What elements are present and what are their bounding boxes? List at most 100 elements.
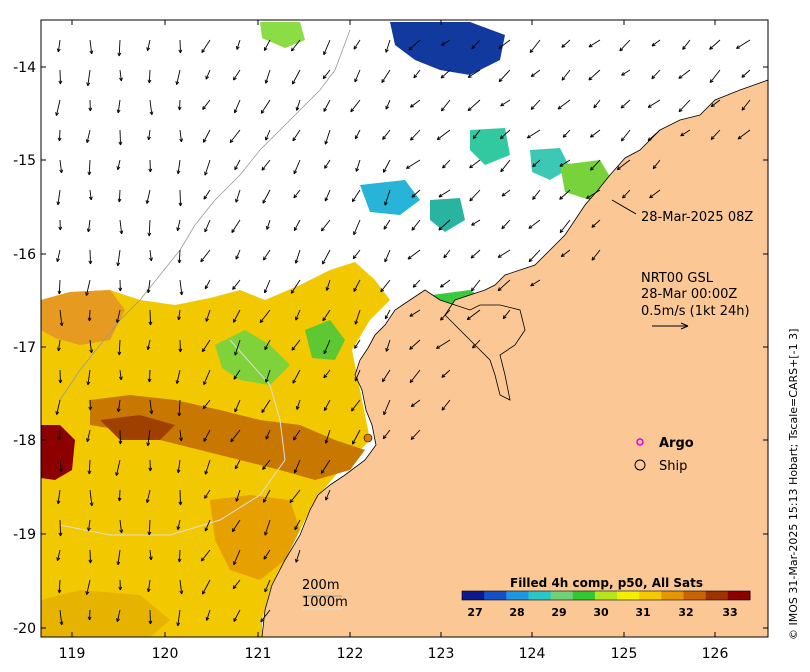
current-arrow <box>59 609 64 626</box>
current-arrow <box>354 69 361 83</box>
current-arrow <box>500 159 511 173</box>
current-arrow <box>350 399 361 412</box>
current-arrow <box>119 519 124 534</box>
scale-arrow-icon <box>652 322 689 330</box>
current-arrow <box>175 369 181 384</box>
current-arrow <box>530 69 541 78</box>
colorbar-swatch <box>506 591 529 600</box>
current-arrow <box>147 519 152 536</box>
current-arrow <box>201 39 211 53</box>
current-arrow <box>498 39 511 49</box>
current-arrow <box>559 189 571 200</box>
ship-marker-icon <box>634 459 646 471</box>
sst-hot-core-2 <box>100 415 175 440</box>
current-arrow <box>229 129 241 144</box>
current-arrow <box>119 219 124 235</box>
current-arrow <box>233 69 241 81</box>
current-arrow <box>381 69 391 83</box>
current-arrow <box>148 459 153 472</box>
pass-timestamp: 28-Mar-2025 08Z <box>641 210 753 225</box>
current-arrow <box>55 399 61 415</box>
current-arrow <box>264 579 271 593</box>
current-arrow <box>467 69 481 78</box>
current-arrow <box>586 189 601 199</box>
current-arrow <box>179 129 184 143</box>
current-arrow <box>116 609 121 622</box>
current-arrow <box>441 399 451 411</box>
current-arrow <box>621 69 631 76</box>
current-arrow <box>177 309 181 321</box>
current-arrow <box>59 309 64 327</box>
current-arrow <box>202 129 211 143</box>
current-arrow <box>591 219 601 228</box>
current-arrow <box>412 279 421 288</box>
current-arrow <box>652 159 661 170</box>
colorbar-swatch <box>705 591 729 600</box>
sst-cyan-patch <box>360 180 420 215</box>
current-arrow <box>354 309 361 325</box>
current-arrow <box>56 189 61 206</box>
current-arrow <box>380 279 391 293</box>
current-arrow <box>264 69 271 84</box>
current-arrow <box>323 339 331 355</box>
current-arrow <box>440 99 451 112</box>
current-arrow <box>262 489 271 503</box>
lat-tick-label: -15 <box>13 153 36 169</box>
scale-label: 0.5m/s (1kt 24h) <box>641 304 750 319</box>
lat-tick-label: -17 <box>13 340 36 356</box>
current-arrow <box>530 99 541 110</box>
current-arrow <box>289 489 301 504</box>
current-arrow <box>469 189 481 202</box>
current-arrow <box>502 309 511 320</box>
current-arrow <box>116 159 121 171</box>
current-arrow <box>467 99 481 112</box>
colorbar-swatch <box>594 591 618 600</box>
current-arrow <box>235 489 241 502</box>
contour-200m <box>59 29 351 401</box>
current-arrow <box>146 279 151 294</box>
current-arrow <box>88 549 93 564</box>
current-arrow <box>118 279 123 292</box>
current-arrow <box>149 249 153 262</box>
current-arrow <box>678 99 691 113</box>
current-arrow <box>436 129 451 141</box>
current-arrow <box>382 129 391 140</box>
current-arrow <box>148 309 153 326</box>
current-arrow <box>324 429 331 444</box>
current-arrow <box>616 159 631 171</box>
current-arrow <box>205 309 211 322</box>
current-arrow <box>59 459 64 473</box>
current-arrow <box>87 459 92 475</box>
lon-tick-label: 120 <box>152 646 179 662</box>
credit-text: © IMOS 31-Mar-2025 15:13 Hobart; Tscale=… <box>787 329 800 640</box>
current-arrow <box>88 189 93 201</box>
current-arrow <box>293 459 301 474</box>
current-arrow <box>497 249 511 258</box>
current-arrow <box>438 219 451 231</box>
current-arrow <box>234 159 241 171</box>
current-arrow <box>259 309 271 324</box>
current-arrow <box>87 609 92 621</box>
current-arrow <box>58 69 63 85</box>
current-arrow <box>204 519 211 532</box>
current-arrow <box>529 39 541 54</box>
current-arrow <box>470 279 481 292</box>
current-arrow <box>443 249 451 259</box>
current-arrow <box>647 129 661 142</box>
current-arrow <box>290 39 301 52</box>
current-arrow <box>116 399 121 413</box>
current-arrow <box>89 339 94 354</box>
current-arrow <box>441 39 451 46</box>
current-arrow <box>58 519 63 537</box>
current-arrow <box>292 69 301 85</box>
current-arrow <box>89 39 94 55</box>
current-arrow <box>651 69 661 80</box>
current-arrow <box>466 309 481 321</box>
current-arrow <box>200 249 211 263</box>
sst-green-coast <box>305 320 345 360</box>
current-arrow <box>294 249 301 264</box>
current-arrow <box>709 69 721 84</box>
current-arrow <box>350 99 361 113</box>
current-arrow <box>202 579 211 595</box>
current-arrow <box>260 609 271 623</box>
